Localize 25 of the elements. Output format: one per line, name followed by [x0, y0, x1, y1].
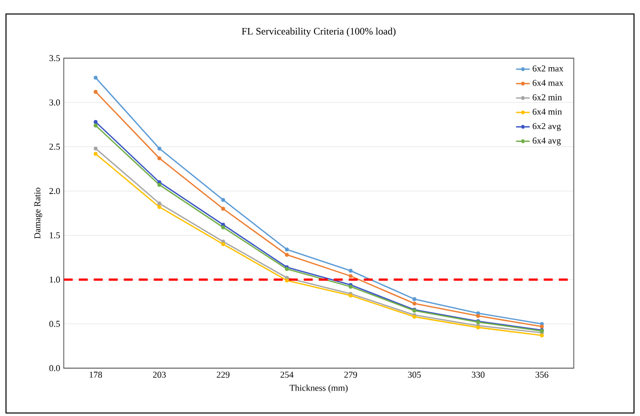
- legend-label: 6x2 avg: [532, 123, 561, 131]
- x-axis-title: Thickness (mm): [290, 384, 348, 393]
- chart-title: FL Serviceability Criteria (100% load): [242, 28, 396, 37]
- y-tick-label: 0.5: [49, 320, 60, 327]
- legend-label: 6x4 min: [532, 108, 562, 115]
- x-tick-label: 203: [153, 372, 166, 378]
- x-tick-label: 229: [216, 372, 230, 378]
- x-tick-label: 305: [408, 372, 421, 378]
- y-tick-label: 3.0: [49, 99, 60, 106]
- y-tick-label: 2.0: [49, 188, 60, 194]
- x-tick-label: 330: [472, 372, 485, 378]
- x-tick-label: 356: [536, 372, 548, 378]
- y-tick-label: 2.5: [49, 144, 60, 150]
- x-tick-label: 178: [90, 372, 102, 378]
- legend-label: 6x2 max: [532, 65, 564, 72]
- y-tick-label: 0.0: [49, 365, 60, 372]
- y-tick-label: 1.0: [50, 276, 60, 283]
- legend-label: 6x4 max: [532, 80, 564, 86]
- legend-label: 6x2 min: [532, 94, 562, 100]
- y-axis-title: Damage Ratio: [34, 188, 42, 239]
- legend-label: 6x4 avg: [532, 138, 561, 146]
- y-tick-label: 1.5: [50, 232, 60, 238]
- x-tick-label: 279: [344, 372, 357, 378]
- y-tick-label: 3.5: [49, 55, 60, 62]
- x-tick-label: 254: [280, 372, 294, 378]
